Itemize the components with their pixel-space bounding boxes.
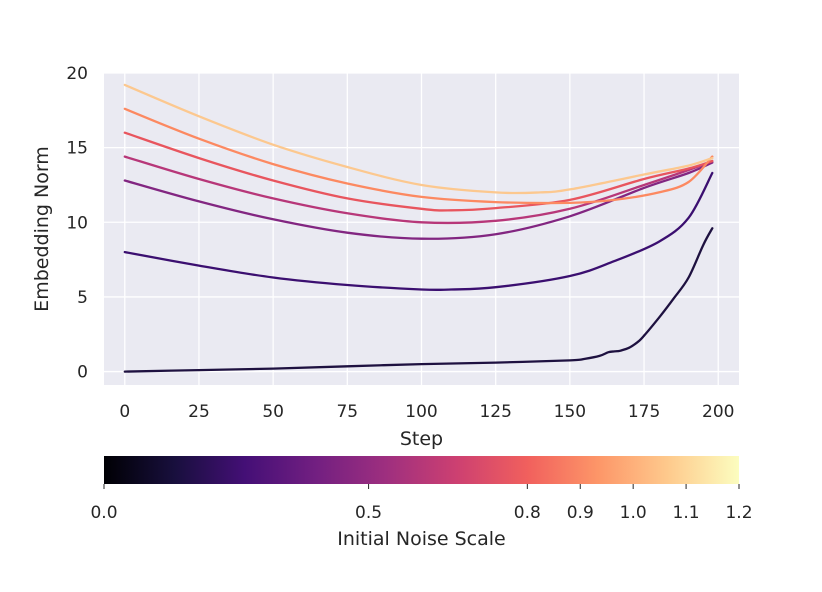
x-tick-label: 25	[188, 402, 210, 422]
x-tick-label: 100	[405, 402, 437, 422]
colorbar-tick-label: 0.5	[355, 503, 382, 523]
series-line-1	[123, 171, 714, 292]
x-tick-label: 150	[554, 402, 586, 422]
colorbar	[104, 456, 739, 484]
x-tick-label: 0	[119, 402, 130, 422]
y-tick-labels: 0 5 10 15 20	[66, 64, 88, 383]
y-tick-label: 5	[77, 288, 88, 308]
colorbar-tick-label: 0.0	[90, 503, 117, 523]
y-axis-label: Embedding Norm	[31, 146, 53, 312]
x-tick-label: 75	[336, 402, 358, 422]
colorbar-label: Initial Noise Scale	[337, 528, 505, 550]
colorbar-tick-label: 1.2	[725, 503, 752, 523]
x-tick-label: 200	[702, 402, 734, 422]
series-line-6	[123, 83, 714, 195]
series-line-0	[123, 227, 714, 373]
colorbar-tick-label: 1.0	[620, 503, 647, 523]
series-line-4	[123, 131, 714, 212]
series-line-5	[123, 107, 714, 205]
series-layer	[123, 83, 714, 373]
x-tick-label: 50	[262, 402, 284, 422]
x-axis-label: Step	[400, 428, 443, 450]
colorbar-ticks: 0.0 0.5 0.8 0.9 1.0 1.1 1.2	[90, 484, 753, 523]
series-line-3	[123, 155, 714, 225]
y-tick-label: 15	[66, 139, 88, 159]
y-tick-label: 10	[66, 213, 88, 233]
colorbar-tick-label: 0.8	[514, 503, 541, 523]
colorbar-tick-label: 0.9	[567, 503, 594, 523]
y-tick-label: 20	[66, 64, 88, 84]
x-tick-label: 125	[479, 402, 511, 422]
colorbar-tick-label: 1.1	[673, 503, 700, 523]
series-line-2	[123, 161, 714, 240]
x-tick-labels: 0 25 50 75 100 125 150 175 200	[119, 402, 734, 422]
grid	[104, 72, 739, 385]
y-tick-label: 0	[77, 363, 88, 383]
x-tick-label: 175	[628, 402, 660, 422]
